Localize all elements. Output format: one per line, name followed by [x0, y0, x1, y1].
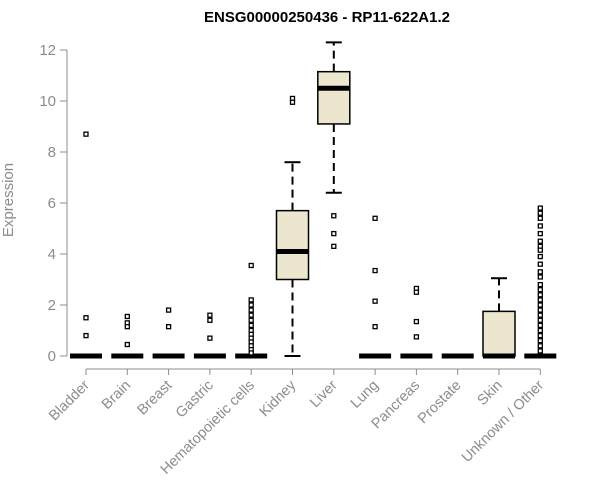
box-group	[317, 41, 351, 250]
box-group	[482, 277, 516, 359]
box-group	[400, 285, 433, 359]
box-group	[70, 131, 102, 359]
outlier-point	[248, 350, 254, 356]
outlier-point	[248, 297, 254, 303]
outlier-point	[537, 297, 543, 303]
box-group	[524, 205, 557, 359]
x-tick-label: Lung	[348, 378, 382, 412]
x-tick-label: Skin	[475, 378, 506, 409]
outlier-point	[537, 302, 543, 308]
outlier-point	[537, 307, 543, 313]
y-tick-label: 2	[48, 297, 56, 314]
outlier-point	[413, 334, 420, 340]
box-body	[482, 310, 516, 357]
outlier-point	[413, 289, 420, 295]
box-group	[275, 95, 310, 357]
outlier-point	[331, 230, 337, 237]
box-group	[235, 262, 268, 359]
outlier-point	[537, 253, 543, 260]
y-tick-label: 10	[39, 93, 56, 110]
outlier-point	[372, 267, 378, 274]
outlier-point	[537, 327, 543, 334]
boxes-layer	[70, 41, 557, 359]
outlier-point	[537, 332, 543, 339]
x-tick-label: Kidney	[257, 377, 300, 420]
chart-title: ENSG00000250436 - RP11-622A1.2	[204, 9, 450, 26]
outlier-point	[207, 317, 213, 323]
x-tick-label: Brain	[99, 378, 134, 413]
box-group	[193, 312, 226, 359]
outlier-point	[207, 312, 213, 318]
y-tick-label: 4	[48, 246, 56, 263]
outlier-point	[537, 247, 543, 253]
outlier-point	[537, 317, 543, 323]
outlier-point	[331, 213, 337, 219]
x-tick-label: Bladder	[46, 377, 93, 424]
outlier-point	[124, 341, 130, 348]
outlier-point	[331, 243, 337, 250]
outlier-point	[124, 313, 130, 320]
box-group	[359, 215, 392, 359]
outlier-point	[537, 205, 543, 211]
outlier-point	[248, 307, 254, 313]
box-body	[275, 209, 310, 281]
x-tick-label: Breast	[134, 378, 175, 419]
y-tick-label: 0	[48, 348, 56, 365]
outlier-point	[537, 269, 543, 275]
outlier-point	[537, 223, 543, 229]
y-tick-label: 12	[39, 42, 56, 59]
box-body	[317, 70, 351, 125]
outlier-point	[165, 324, 172, 330]
outlier-point	[248, 302, 254, 308]
outlier-point	[537, 215, 543, 221]
x-tick-label: Prostate	[415, 378, 464, 427]
y-axis: 0 2 4 6 8 10 12	[39, 42, 68, 365]
outlier-point	[413, 318, 420, 325]
outlier-point	[83, 315, 89, 321]
outlier-point	[537, 261, 543, 267]
outlier-point	[165, 307, 172, 313]
outlier-point	[248, 317, 254, 323]
outlier-point	[124, 324, 130, 330]
outlier-point	[289, 99, 296, 105]
outlier-point	[537, 287, 543, 293]
y-tick-label: 6	[48, 195, 56, 212]
outlier-point	[207, 335, 213, 341]
outlier-point	[83, 332, 89, 339]
outlier-point	[537, 292, 543, 298]
box-group	[152, 307, 185, 359]
y-tick-label: 8	[48, 144, 56, 161]
outlier-point	[537, 230, 543, 237]
y-axis-label: Expression	[0, 163, 17, 237]
outlier-point	[537, 238, 543, 244]
outlier-point	[537, 348, 543, 354]
outlier-point	[248, 262, 254, 269]
outlier-point	[372, 324, 378, 330]
outlier-point	[537, 322, 543, 329]
outlier-point	[537, 274, 543, 280]
outlier-point	[537, 210, 543, 216]
x-tick-label: Liver	[307, 377, 341, 411]
outlier-point	[248, 312, 254, 318]
outlier-point	[537, 338, 543, 344]
outlier-point	[537, 281, 543, 288]
outlier-point	[248, 322, 254, 329]
outlier-point	[537, 312, 543, 318]
box-group	[111, 313, 144, 359]
outlier-point	[83, 131, 89, 137]
outlier-point	[372, 298, 378, 304]
outlier-point	[372, 215, 378, 221]
outlier-point	[537, 343, 543, 349]
